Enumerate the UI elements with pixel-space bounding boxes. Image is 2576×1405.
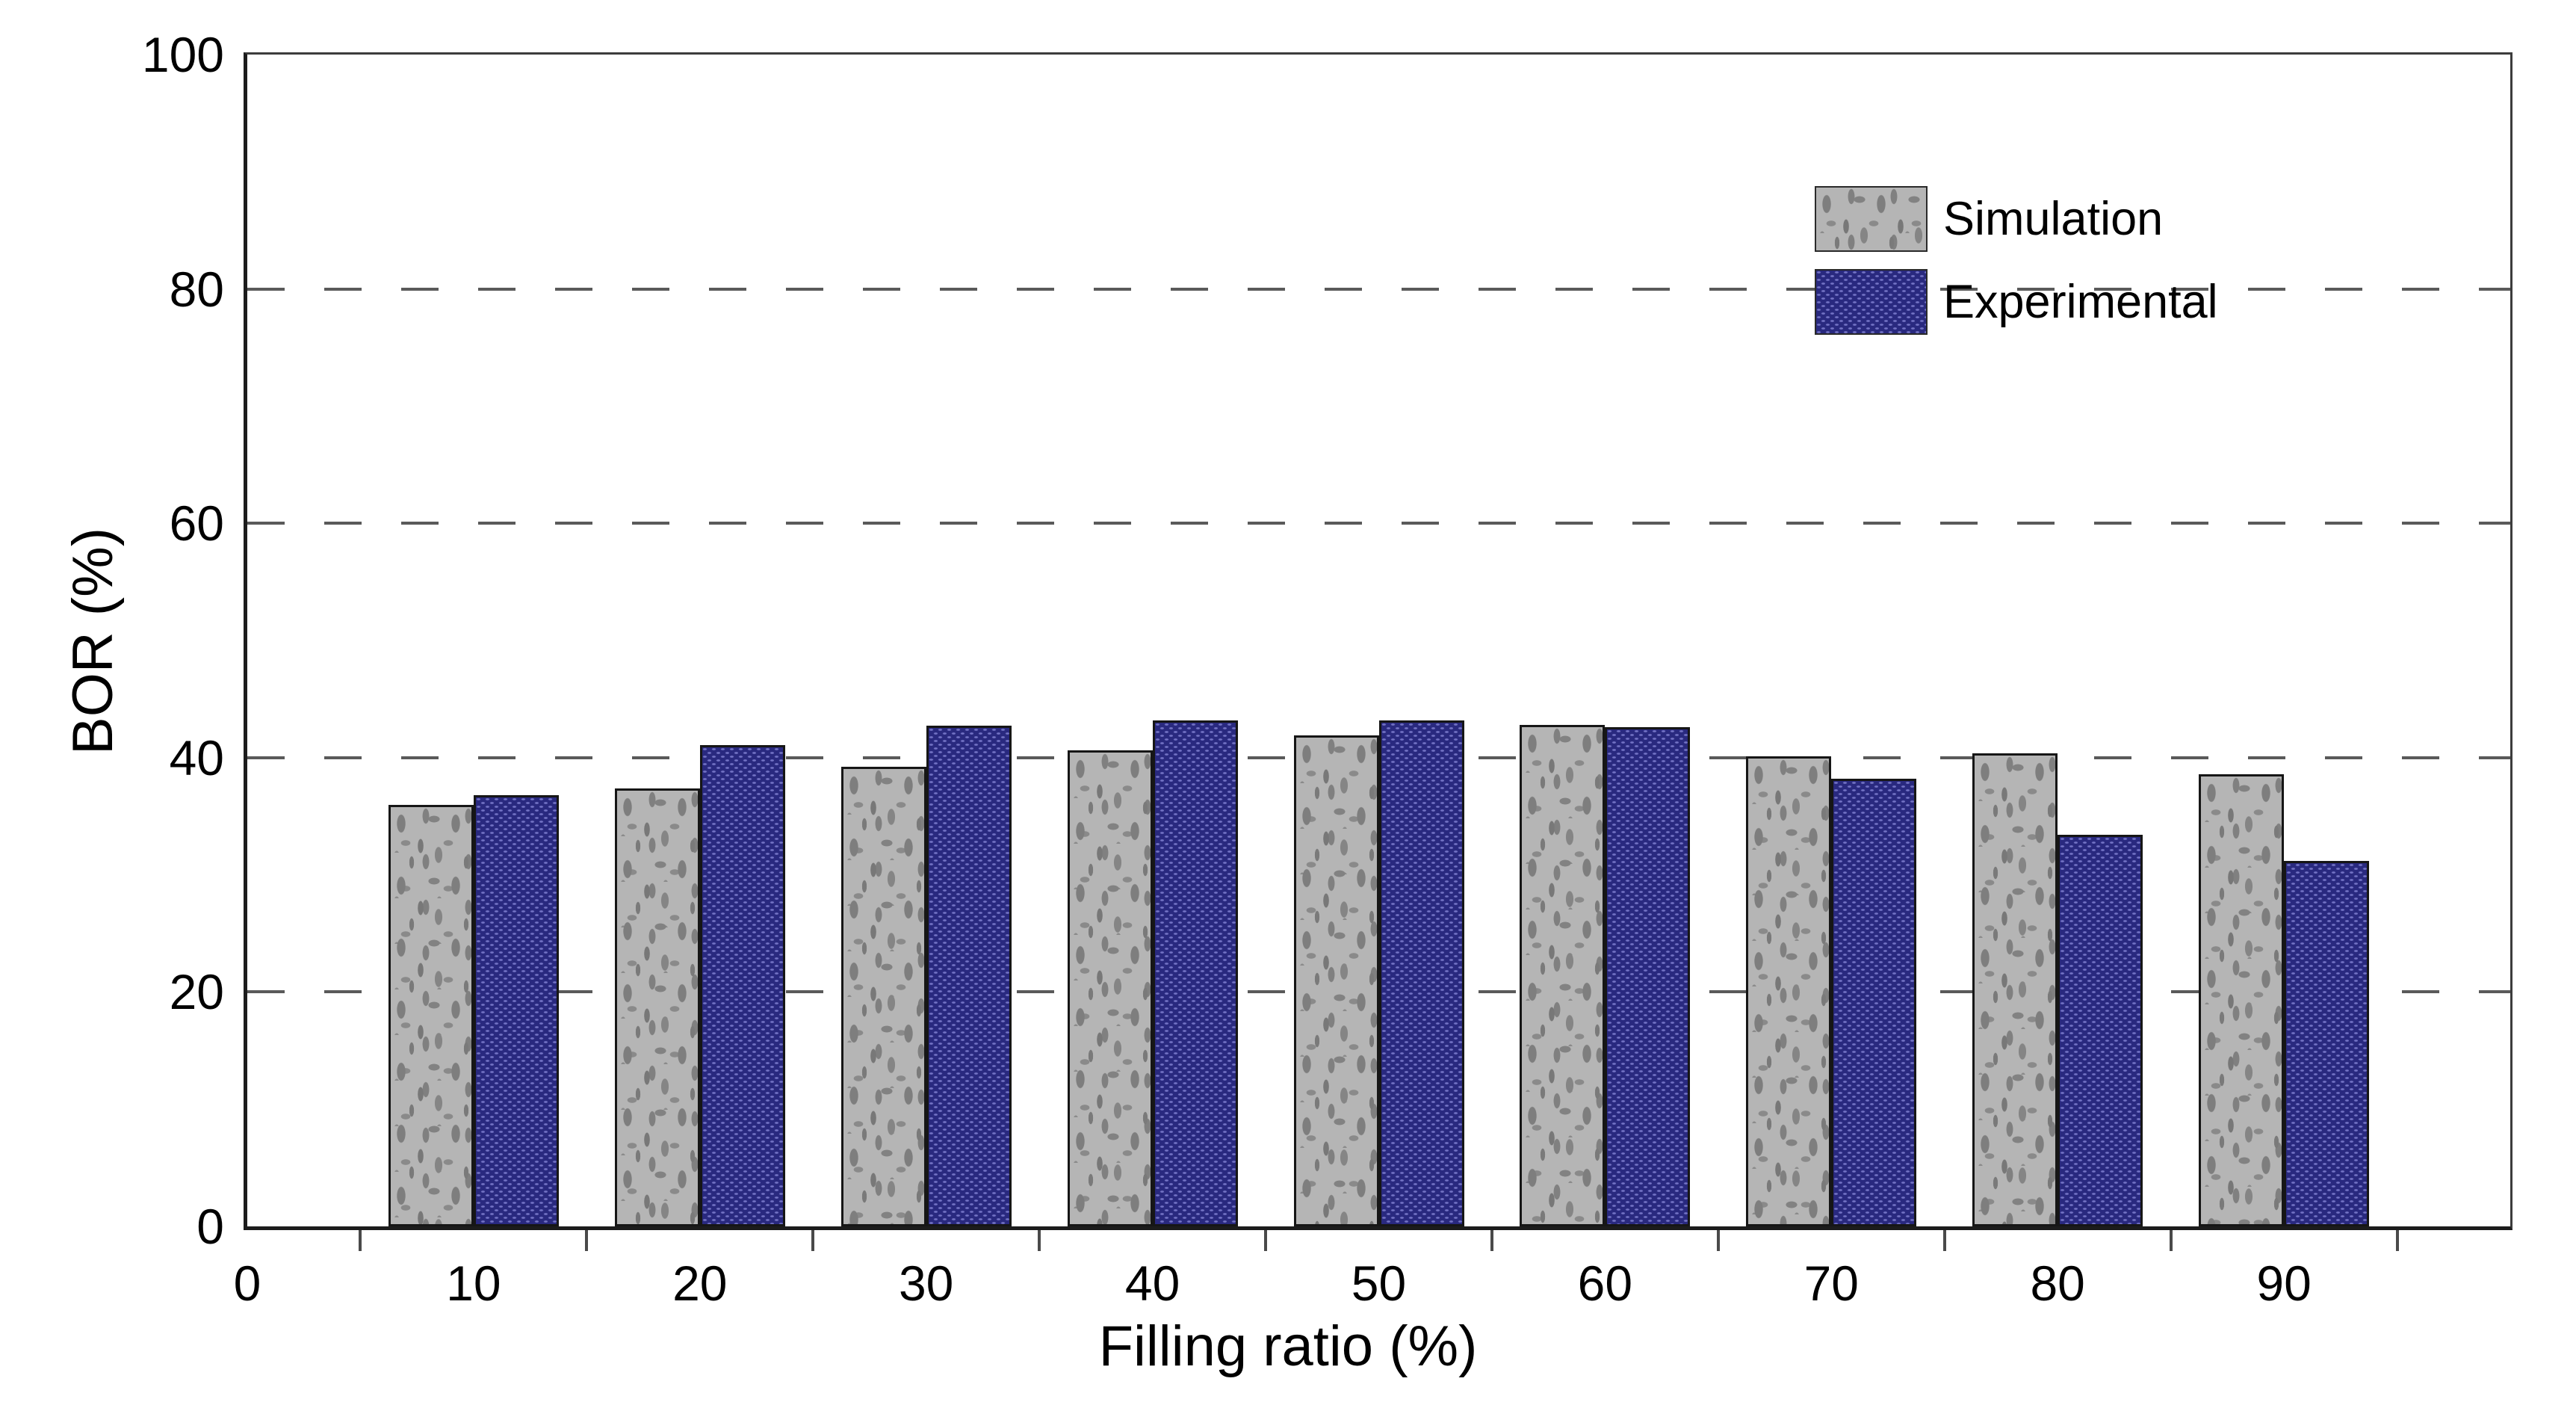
bar-simulation-40: [1067, 750, 1153, 1226]
plot-area: [244, 52, 2512, 1230]
x-axis-tick-35: [1038, 1230, 1041, 1251]
x-tick-label-60: 60: [1577, 1256, 1633, 1311]
y-tick-label-0: 0: [196, 1199, 224, 1254]
bar-simulation-30: [840, 767, 926, 1226]
y-tick-label-20: 20: [169, 964, 224, 1020]
bar-experimental-90: [2284, 860, 2370, 1226]
bar-experimental-50: [1378, 720, 1464, 1226]
legend-item-experimental: Experimental: [1815, 269, 2218, 335]
x-tick-label-20: 20: [672, 1256, 728, 1311]
bar-simulation-80: [1972, 753, 2058, 1226]
legend-label-experimental: Experimental: [1943, 276, 2218, 328]
y-tick-label-60: 60: [169, 495, 224, 552]
x-tick-label-90: 90: [2256, 1256, 2312, 1311]
bar-experimental-60: [1605, 727, 1691, 1226]
x-axis-tick-55: [1490, 1230, 1493, 1251]
bar-simulation-20: [614, 788, 700, 1226]
bar-experimental-30: [926, 726, 1012, 1226]
x-axis-tick-45: [1264, 1230, 1268, 1251]
y-tick-label-100: 100: [141, 27, 224, 82]
x-axis-tick-15: [585, 1230, 589, 1251]
x-axis-tick-5: [359, 1230, 362, 1251]
y-tick-label-80: 80: [169, 261, 224, 317]
bar-simulation-70: [1746, 756, 1832, 1226]
gridline-y80: [247, 287, 2510, 291]
bar-simulation-90: [2199, 773, 2285, 1226]
bar-experimental-20: [699, 744, 785, 1226]
x-tick-label-50: 50: [1351, 1256, 1407, 1311]
x-tick-label-70: 70: [1803, 1256, 1859, 1311]
x-axis-tick-75: [1942, 1230, 1946, 1251]
legend: Simulation Experimental: [1815, 186, 2218, 335]
x-tick-label-10: 10: [446, 1256, 501, 1311]
legend-label-simulation: Simulation: [1943, 193, 2164, 245]
bar-simulation-60: [1520, 724, 1606, 1226]
bar-experimental-10: [473, 794, 559, 1226]
y-tick-label-40: 40: [169, 729, 224, 785]
legend-swatch-experimental: [1815, 269, 1928, 335]
bar-simulation-10: [388, 804, 474, 1226]
x-tick-label-0: 0: [233, 1256, 261, 1311]
legend-item-simulation: Simulation: [1815, 186, 2218, 252]
bar-experimental-70: [1831, 779, 1917, 1226]
x-axis-tick-95: [2395, 1230, 2399, 1251]
gridline-y60: [247, 522, 2510, 525]
legend-swatch-simulation: [1815, 186, 1928, 252]
bar-experimental-80: [2058, 835, 2143, 1226]
x-axis-tick-65: [1716, 1230, 1720, 1251]
x-axis-tick-25: [811, 1230, 815, 1251]
x-tick-label-80: 80: [2030, 1256, 2085, 1311]
bar-simulation-50: [1293, 735, 1379, 1226]
y-axis-title: BOR (%): [61, 528, 125, 755]
x-axis-title: Filling ratio (%): [1098, 1315, 1478, 1378]
x-tick-label-30: 30: [898, 1256, 954, 1311]
bar-experimental-40: [1152, 720, 1238, 1226]
x-tick-label-40: 40: [1124, 1256, 1180, 1311]
x-axis-tick-85: [2169, 1230, 2173, 1251]
